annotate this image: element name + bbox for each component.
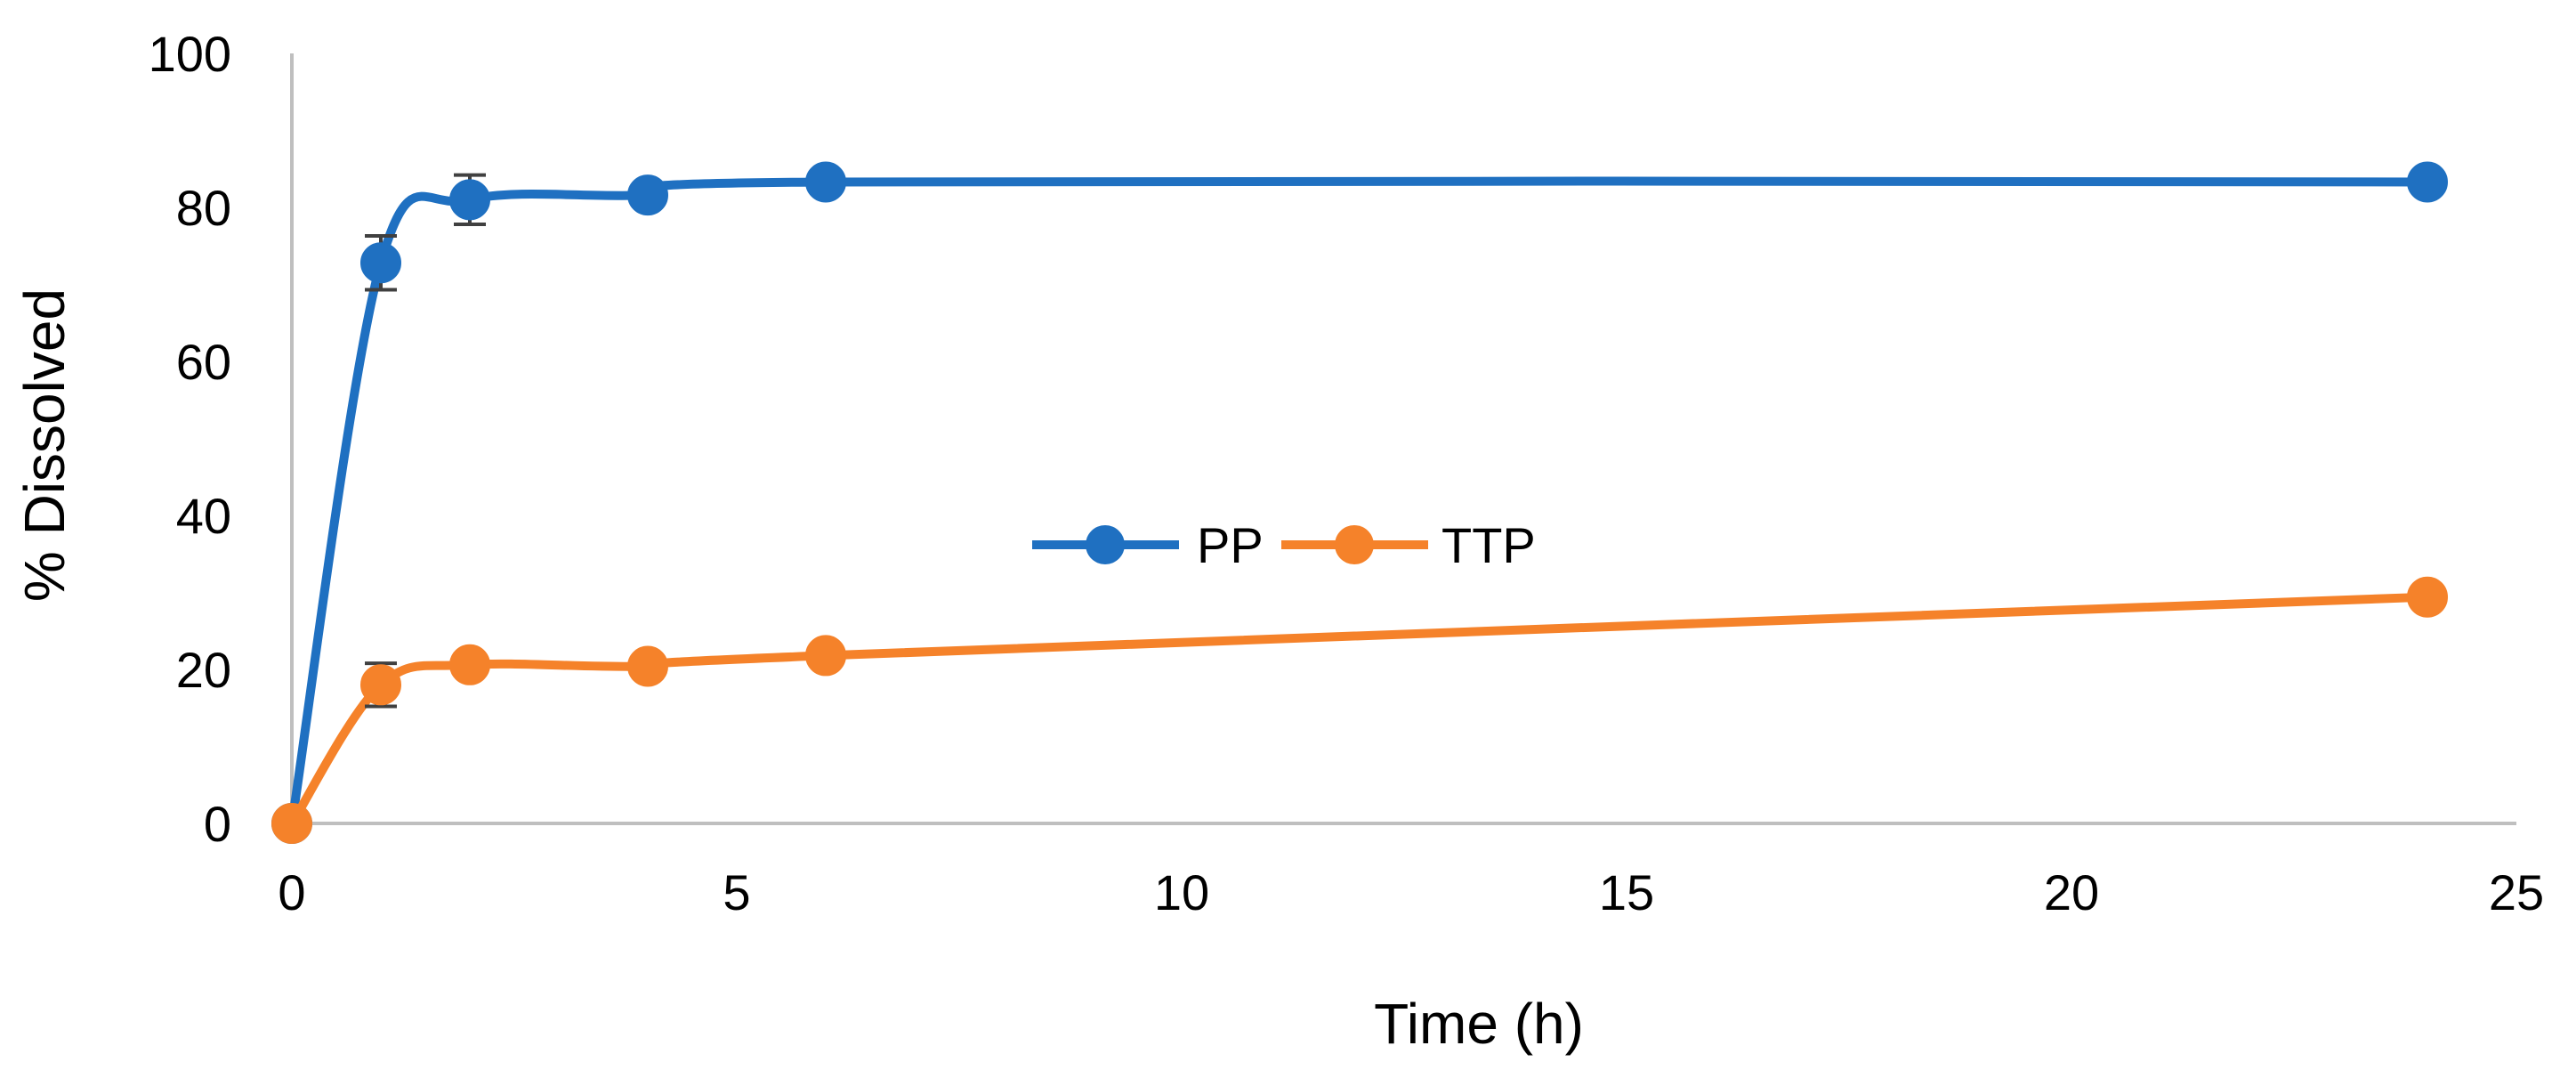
legend-item-pp: PP — [1032, 517, 1264, 573]
y-tick-label: 100 — [149, 26, 231, 82]
data-point-pp — [805, 161, 846, 203]
data-point-ttp — [449, 644, 490, 685]
x-tick-label: 20 — [2044, 864, 2099, 920]
y-axis-title: % Dissolved — [12, 288, 77, 602]
legend: PP TTP — [1032, 517, 1536, 573]
legend-label: PP — [1197, 517, 1264, 573]
data-point-pp — [627, 174, 668, 216]
legend-swatch-marker — [1086, 525, 1125, 564]
axes-layer: 0 20 40 60 80 100 0 5 10 15 20 25 — [149, 26, 2545, 920]
x-axis-title: Time (h) — [1374, 992, 1584, 1056]
data-point-pp — [449, 179, 490, 221]
legend-label: TTP — [1441, 517, 1536, 573]
x-tick-label: 0 — [278, 864, 305, 920]
data-point-ttp — [627, 645, 668, 687]
series-line-pp — [287, 176, 2432, 828]
data-point-ttp — [271, 803, 312, 844]
data-point-ttp — [2407, 576, 2448, 618]
x-tick-label: 5 — [723, 864, 750, 920]
data-point-pp — [2407, 161, 2448, 203]
x-tick-label: 10 — [1154, 864, 1209, 920]
y-tick-label: 80 — [176, 180, 231, 236]
x-tick-label: 25 — [2489, 864, 2544, 920]
legend-swatch-marker — [1335, 525, 1374, 564]
y-tick-label: 40 — [176, 488, 231, 544]
y-tick-label: 20 — [176, 642, 231, 698]
data-point-ttp — [360, 664, 401, 706]
series-line-ttp — [287, 592, 2432, 828]
data-point-pp — [360, 242, 401, 284]
legend-item-ttp: TTP — [1281, 517, 1536, 573]
y-tick-label: 0 — [204, 796, 231, 852]
series-ttp — [271, 576, 2448, 844]
series-pp — [271, 161, 2448, 844]
y-tick-label: 60 — [176, 334, 231, 390]
data-point-ttp — [805, 635, 846, 677]
x-tick-label: 15 — [1599, 864, 1654, 920]
series-layer — [271, 161, 2448, 844]
